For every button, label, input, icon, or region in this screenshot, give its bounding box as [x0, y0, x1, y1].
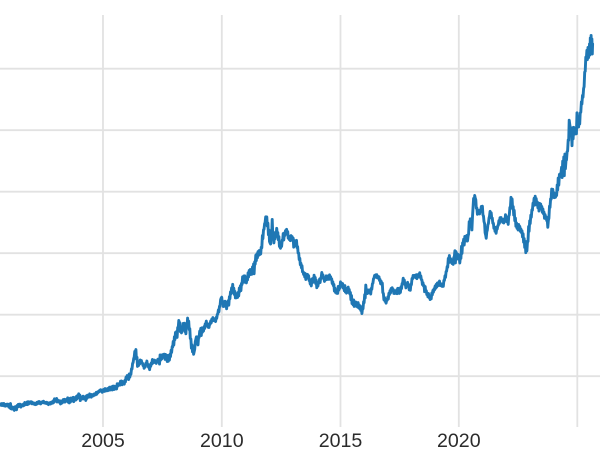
- svg-text:2005: 2005: [81, 430, 125, 450]
- svg-text:2020: 2020: [437, 430, 481, 450]
- svg-text:2010: 2010: [200, 430, 244, 450]
- svg-text:2015: 2015: [319, 430, 363, 450]
